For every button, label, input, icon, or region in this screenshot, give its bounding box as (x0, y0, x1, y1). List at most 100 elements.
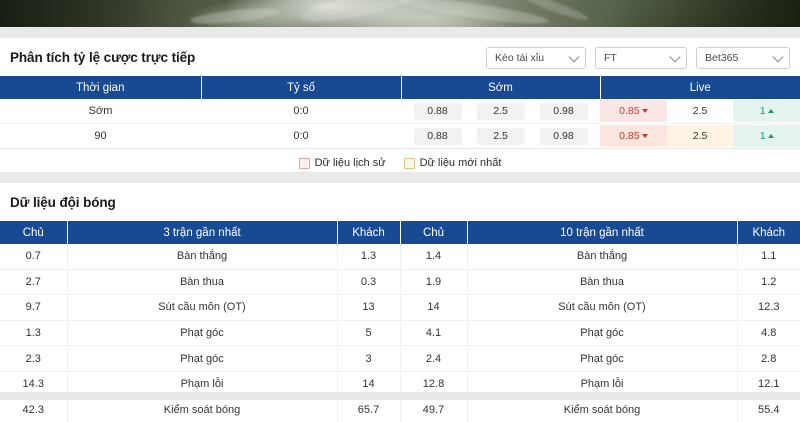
legend-latest[interactable]: Dữ liệu mới nhất (403, 157, 502, 169)
cell-away-3: 65.7 (337, 397, 401, 422)
cell-away-3: 1.3 (337, 244, 401, 270)
cell-stat-10: Sút cầu môn (OT) (467, 294, 738, 321)
odds-table-body: Sớm 0:0 0.88 2.5 0.98 0.85 (0, 99, 800, 149)
cell-stat-3: Phạt góc (67, 345, 338, 372)
live-line[interactable]: 2.5 (666, 125, 734, 147)
banner-shade-left (0, 0, 170, 27)
cell-away-10: 2.8 (737, 345, 800, 372)
cell-away-10: 55.4 (737, 397, 800, 422)
table-header-row: Thời gian Tỷ số Sớm Live (0, 76, 800, 99)
live-line-value: 2.5 (692, 130, 708, 142)
arrow-up-icon (767, 109, 774, 113)
cell-away-3: 0.3 (337, 269, 401, 296)
chevron-down-icon (772, 50, 784, 62)
live-odd-under-value: 1 (759, 130, 766, 142)
cell-home-3: 2.3 (0, 345, 68, 372)
team-table-header: Chủ 3 trận gần nhất Khách Chủ 10 trận gầ… (0, 221, 800, 244)
cell-home-10: 2.4 (400, 345, 468, 372)
page-title: Phân tích tỷ lệ cược trực tiếp (10, 50, 196, 65)
arrow-down-icon (641, 134, 648, 138)
live-odd-over[interactable]: 0.85 (600, 100, 667, 122)
live-line[interactable]: 2.5 (666, 100, 734, 122)
live-odd-under[interactable]: 1 (733, 100, 800, 122)
cell-home-10: 1.9 (400, 269, 468, 296)
table-row: Sớm 0:0 0.88 2.5 0.98 0.85 (0, 99, 800, 124)
cell-home-10: 4.1 (400, 320, 468, 347)
bet-type-value: Kèo tài xỉu (495, 51, 545, 64)
cell-home-3: 0.7 (0, 244, 68, 270)
legend-historical-label: Dữ liệu lịch sử (314, 157, 386, 169)
cell-away-3: 13 (337, 294, 401, 321)
col-time: Thời gian (0, 76, 202, 99)
bet-type-select[interactable]: Kèo tài xỉu (486, 46, 586, 69)
col-home-3: Chủ (0, 221, 68, 244)
stadium-banner-image (0, 0, 800, 27)
col-last-10: 10 trận gần nhất (467, 221, 738, 244)
legend-historical[interactable]: Dữ liệu lịch sử (298, 157, 386, 169)
live-odd-over[interactable]: 0.85 (600, 125, 667, 147)
cell-stat-3: Phạt góc (67, 320, 338, 347)
cell-score: 0:0 (201, 123, 401, 149)
cell-live-odds: 0.85 2.5 1 (600, 99, 800, 124)
banner-streak (299, 0, 421, 27)
period-select[interactable]: FT (595, 46, 687, 69)
cell-away-10: 1.2 (737, 269, 800, 296)
chevron-down-icon (669, 50, 681, 62)
table-row: 90 0:0 0.88 2.5 0.98 0.85 (0, 123, 800, 149)
cell-away-3: 3 (337, 345, 401, 372)
checkbox-latest-icon[interactable] (403, 157, 415, 169)
cell-home-3: 9.7 (0, 294, 68, 321)
early-line[interactable]: 2.5 (476, 127, 525, 145)
col-away-10: Khách (737, 221, 800, 244)
banner-streak (189, 5, 281, 27)
cell-home-3: 1.3 (0, 320, 68, 347)
period-value: FT (604, 51, 617, 64)
cell-live-odds: 0.85 2.5 1 (600, 123, 800, 149)
early-odd-over[interactable]: 0.88 (413, 127, 462, 145)
early-odd-over[interactable]: 0.88 (413, 102, 462, 120)
cell-stat-3: Bàn thua (67, 269, 338, 296)
col-early: Sớm (401, 76, 601, 99)
col-last-3: 3 trận gần nhất (67, 221, 338, 244)
cell-stat-3: Sút cầu môn (OT) (67, 294, 338, 321)
team-table-body: 0.7 Bàn thắng 1.3 1.4 Bàn thắng 1.1 2.7 Bàn thu… (0, 244, 800, 422)
cell-away-3: 5 (337, 320, 401, 347)
live-odd-under[interactable]: 1 (733, 125, 800, 147)
col-away-3: Khách (337, 221, 401, 244)
odds-title-row: Phân tích tỷ lệ cược trực tiếp Kèo tài x… (0, 38, 800, 76)
arrow-up-icon (767, 134, 774, 138)
cell-stat-10: Bàn thua (467, 269, 738, 296)
cell-home-10: 1.4 (400, 244, 468, 270)
early-odd-under[interactable]: 0.98 (539, 127, 588, 145)
page-bottom-gap (0, 392, 800, 400)
cell-stat-10: Phạt góc (467, 345, 738, 372)
legend-latest-label: Dữ liệu mới nhất (419, 157, 502, 169)
odds-analysis-card: Phân tích tỷ lệ cược trực tiếp Kèo tài x… (0, 38, 800, 177)
bookmaker-select[interactable]: Bet365 (696, 46, 790, 69)
team-data-table: Chủ 3 trận gần nhất Khách Chủ 10 trận gầ… (0, 221, 800, 422)
cell-early-odds: 0.88 2.5 0.98 (401, 99, 600, 124)
early-odd-under[interactable]: 0.98 (539, 102, 588, 120)
live-odd-over-value: 0.85 (619, 130, 640, 142)
cell-stat-10: Kiểm soát bóng (467, 397, 738, 422)
cell-home-3: 42.3 (0, 397, 68, 422)
cell-home-10: 49.7 (400, 397, 468, 422)
chevron-down-icon (568, 50, 580, 62)
table-row: 0.7 Bàn thắng 1.3 1.4 Bàn thắng 1.1 (0, 244, 800, 270)
table-header-row: Chủ 3 trận gần nhất Khách Chủ 10 trận gầ… (0, 221, 800, 244)
arrow-down-icon (641, 109, 648, 113)
cell-stat-3: Kiểm soát bóng (67, 397, 338, 422)
bookmaker-value: Bet365 (705, 51, 739, 64)
cell-stat-10: Bàn thắng (467, 244, 738, 270)
checkbox-historical-icon[interactable] (298, 157, 310, 169)
table-row: 2.3 Phạt góc 3 2.4 Phạt góc 2.8 (0, 345, 800, 372)
banner-gap (0, 27, 800, 38)
early-line[interactable]: 2.5 (476, 102, 525, 120)
filter-controls: Kèo tài xỉu FT Bet365 (486, 46, 790, 69)
live-odd-under-value: 1 (759, 105, 766, 117)
table-row: 42.3 Kiểm soát bóng 65.7 49.7 Kiểm soát bóng… (0, 397, 800, 422)
cell-stat-10: Phạt góc (467, 320, 738, 347)
table-row: 2.7 Bàn thua 0.3 1.9 Bàn thua 1.2 (0, 269, 800, 296)
section-divider (0, 172, 800, 183)
